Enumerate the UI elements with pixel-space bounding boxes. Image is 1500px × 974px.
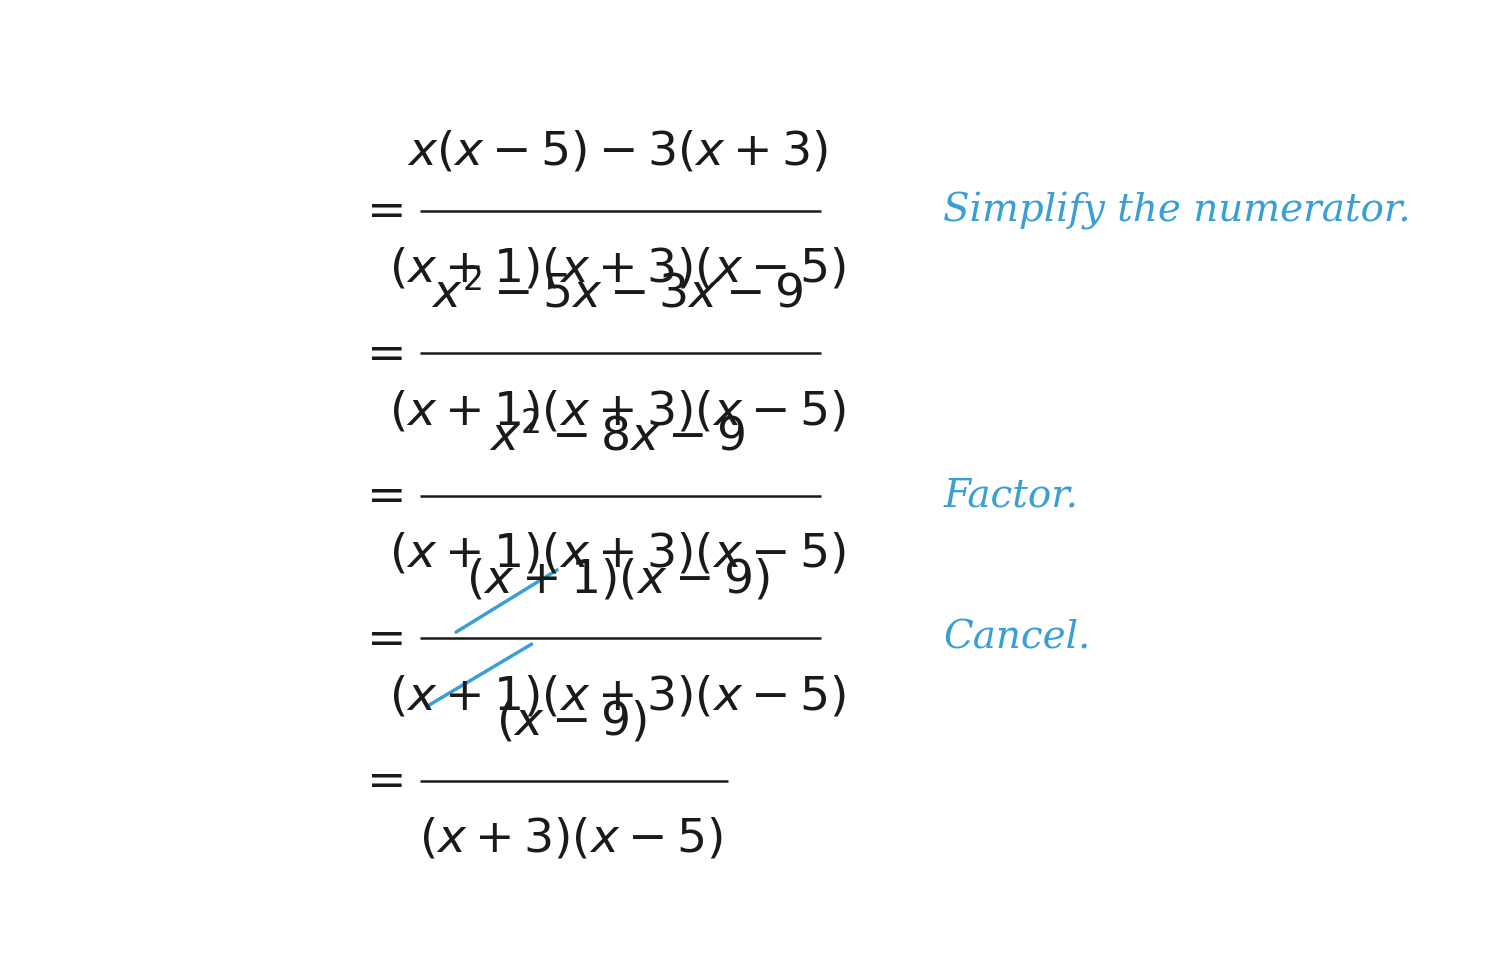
Text: $=$: $=$	[357, 330, 402, 376]
Text: Cancel.: Cancel.	[944, 619, 1090, 656]
Text: $(x-9)$: $(x-9)$	[495, 699, 646, 744]
Text: Factor.: Factor.	[944, 477, 1078, 514]
Text: $=$: $=$	[357, 473, 402, 518]
Text: $(x+1)(x+3)(x-5)$: $(x+1)(x+3)(x-5)$	[390, 532, 846, 577]
Text: $x(x-5)-3(x+3)$: $x(x-5)-3(x+3)$	[406, 130, 828, 174]
Text: $(x+1)(x+3)(x-5)$: $(x+1)(x+3)(x-5)$	[390, 246, 846, 292]
Text: $(x+1)(x+3)(x-5)$: $(x+1)(x+3)(x-5)$	[390, 674, 846, 720]
Text: $x^2-5x-3x-9$: $x^2-5x-3x-9$	[432, 270, 804, 318]
Text: Simplify the numerator.: Simplify the numerator.	[944, 192, 1410, 230]
Text: $(x+3)(x-5)$: $(x+3)(x-5)$	[420, 816, 723, 862]
Text: $(x+1)(x-9)$: $(x+1)(x-9)$	[466, 557, 770, 602]
Text: $=$: $=$	[357, 188, 402, 233]
Text: $=$: $=$	[357, 616, 402, 660]
Text: $=$: $=$	[357, 758, 402, 804]
Text: $(x+1)(x+3)(x-5)$: $(x+1)(x+3)(x-5)$	[390, 390, 846, 434]
Text: $x^2-8x-9$: $x^2-8x-9$	[489, 413, 746, 460]
